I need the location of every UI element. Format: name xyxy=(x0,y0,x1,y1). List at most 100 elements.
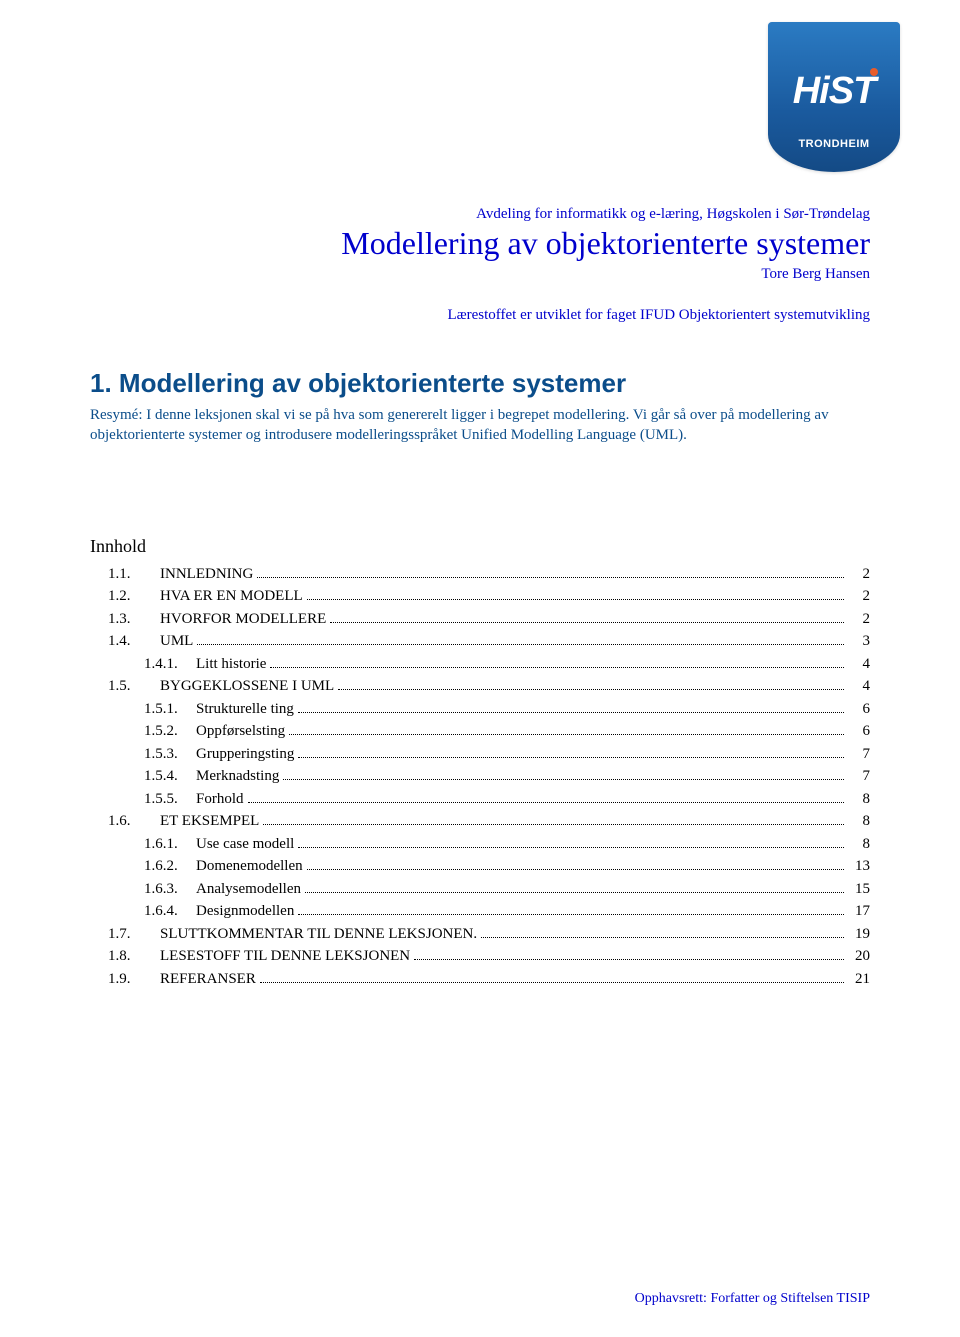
toc-entry-number: 1.6.1. xyxy=(144,833,196,856)
toc-entry[interactable]: 1.5.1.Strukturelle ting 6 xyxy=(90,698,870,721)
toc-entry-label: UML xyxy=(160,630,193,653)
toc-entry-number: 1.3. xyxy=(108,608,160,631)
logo-subtext: TRONDHEIM xyxy=(768,138,900,150)
toc-leader-dots xyxy=(338,689,844,690)
toc-entry-label: Strukturelle ting xyxy=(196,698,294,721)
author-line: Tore Berg Hansen xyxy=(90,266,870,283)
toc-entry-label: SLUTTKOMMENTAR TIL DENNE LEKSJONEN. xyxy=(160,923,477,946)
toc-entry-number: 1.5.3. xyxy=(144,743,196,766)
toc-entry-label: LESESTOFF TIL DENNE LEKSJONEN xyxy=(160,945,410,968)
toc-entry[interactable]: 1.9.REFERANSER21 xyxy=(90,968,870,991)
toc-entry-label: Forhold xyxy=(196,788,244,811)
toc-leader-dots xyxy=(283,779,844,780)
toc-entry[interactable]: 1.6.2.Domenemodellen13 xyxy=(90,855,870,878)
toc-entry-number: 1.5.2. xyxy=(144,720,196,743)
toc-entry[interactable]: 1.2.HVA ER EN MODELL2 xyxy=(90,585,870,608)
toc-leader-dots xyxy=(307,599,844,600)
toc-entry[interactable]: 1.6.4.Designmodellen 17 xyxy=(90,900,870,923)
toc-leader-dots xyxy=(414,959,844,960)
toc-entry-page: 7 xyxy=(848,765,870,788)
toc-entry-label: HVORFOR MODELLERE xyxy=(160,608,326,631)
toc-entry-page: 6 xyxy=(848,698,870,721)
toc-entry-number: 1.6. xyxy=(108,810,160,833)
toc-entry[interactable]: 1.5.2.Oppførselsting 6 xyxy=(90,720,870,743)
toc-entry-number: 1.4. xyxy=(108,630,160,653)
toc-entry-page: 8 xyxy=(848,810,870,833)
section-resume: Resymé: I denne leksjonen skal vi se på … xyxy=(90,405,830,446)
toc-entry-number: 1.5.5. xyxy=(144,788,196,811)
toc-entry-label: Litt historie xyxy=(196,653,266,676)
toc-entry[interactable]: 1.4.1.Litt historie 4 xyxy=(90,653,870,676)
toc-leader-dots xyxy=(289,734,844,735)
toc-leader-dots xyxy=(260,982,844,983)
toc-entry-number: 1.2. xyxy=(108,585,160,608)
toc-entry-page: 4 xyxy=(848,653,870,676)
hist-logo: HiST TRONDHEIM xyxy=(768,22,900,172)
toc-entry[interactable]: 1.4.UML 3 xyxy=(90,630,870,653)
toc-entry-page: 20 xyxy=(848,945,870,968)
toc-entry-label: Domenemodellen xyxy=(196,855,303,878)
toc-leader-dots xyxy=(298,914,844,915)
toc-entry-page: 8 xyxy=(848,788,870,811)
toc-entry-label: ET EKSEMPEL xyxy=(160,810,259,833)
toc-entry[interactable]: 1.3.HVORFOR MODELLERE 2 xyxy=(90,608,870,631)
toc-leader-dots xyxy=(257,577,844,578)
toc-entry-number: 1.4.1. xyxy=(144,653,196,676)
toc-entry-page: 13 xyxy=(848,855,870,878)
logo-background: HiST TRONDHEIM xyxy=(768,22,900,172)
toc-entry-number: 1.7. xyxy=(108,923,160,946)
toc-entry-label: Analysemodellen xyxy=(196,878,301,901)
toc-entry-number: 1.1. xyxy=(108,563,160,586)
toc-entry-number: 1.6.3. xyxy=(144,878,196,901)
toc-entry[interactable]: 1.6.1.Use case modell8 xyxy=(90,833,870,856)
toc-entry-page: 2 xyxy=(848,608,870,631)
toc-leader-dots xyxy=(298,757,844,758)
toc-entry-label: Oppførselsting xyxy=(196,720,285,743)
toc-entry-number: 1.5. xyxy=(108,675,160,698)
course-note: Lærestoffet er utviklet for faget IFUD O… xyxy=(90,307,870,324)
toc-entry[interactable]: 1.6.ET EKSEMPEL 8 xyxy=(90,810,870,833)
toc-leader-dots xyxy=(330,622,844,623)
toc-entry-page: 7 xyxy=(848,743,870,766)
footer-copyright: Opphavsrett: Forfatter og Stiftelsen TIS… xyxy=(635,1291,870,1307)
toc-entry-page: 2 xyxy=(848,563,870,586)
section-heading: 1. Modellering av objektorienterte syste… xyxy=(90,368,870,399)
toc-entry[interactable]: 1.5.3.Grupperingsting 7 xyxy=(90,743,870,766)
toc-leader-dots xyxy=(481,937,844,938)
toc-leader-dots xyxy=(270,667,844,668)
toc-entry[interactable]: 1.5.4.Merknadsting 7 xyxy=(90,765,870,788)
toc-entry-page: 8 xyxy=(848,833,870,856)
toc-entry-label: INNLEDNING xyxy=(160,563,253,586)
toc-entry[interactable]: 1.5.5.Forhold 8 xyxy=(90,788,870,811)
toc-entry-label: Merknadsting xyxy=(196,765,279,788)
toc-leader-dots xyxy=(298,712,844,713)
toc-entry-number: 1.5.1. xyxy=(144,698,196,721)
toc-entry-page: 19 xyxy=(848,923,870,946)
toc-heading: Innhold xyxy=(90,536,870,557)
toc-entry-label: Grupperingsting xyxy=(196,743,294,766)
toc-entry[interactable]: 1.1.INNLEDNING 2 xyxy=(90,563,870,586)
toc-entry-number: 1.8. xyxy=(108,945,160,968)
toc-entry-page: 3 xyxy=(848,630,870,653)
toc-entry-page: 21 xyxy=(848,968,870,991)
toc-entry-label: BYGGEKLOSSENE I UML xyxy=(160,675,334,698)
toc-entry-page: 4 xyxy=(848,675,870,698)
toc-leader-dots xyxy=(305,892,844,893)
toc-leader-dots xyxy=(307,869,844,870)
department-line: Avdeling for informatikk og e-læring, Hø… xyxy=(90,206,870,223)
logo-dot-icon xyxy=(870,68,878,76)
toc-entry-number: 1.5.4. xyxy=(144,765,196,788)
toc-entry-label: Designmodellen xyxy=(196,900,294,923)
toc-entry[interactable]: 1.6.3.Analysemodellen15 xyxy=(90,878,870,901)
toc-entry[interactable]: 1.5.BYGGEKLOSSENE I UML 4 xyxy=(90,675,870,698)
toc-entry-number: 1.6.4. xyxy=(144,900,196,923)
document-header: Avdeling for informatikk og e-læring, Hø… xyxy=(90,206,870,324)
table-of-contents: 1.1.INNLEDNING 21.2.HVA ER EN MODELL21.3.… xyxy=(90,563,870,991)
toc-leader-dots xyxy=(197,644,844,645)
toc-entry[interactable]: 1.8.LESESTOFF TIL DENNE LEKSJONEN 20 xyxy=(90,945,870,968)
toc-entry[interactable]: 1.7.SLUTTKOMMENTAR TIL DENNE LEKSJONEN. 1… xyxy=(90,923,870,946)
toc-entry-page: 6 xyxy=(848,720,870,743)
toc-leader-dots xyxy=(263,824,844,825)
toc-entry-page: 17 xyxy=(848,900,870,923)
toc-leader-dots xyxy=(248,802,844,803)
